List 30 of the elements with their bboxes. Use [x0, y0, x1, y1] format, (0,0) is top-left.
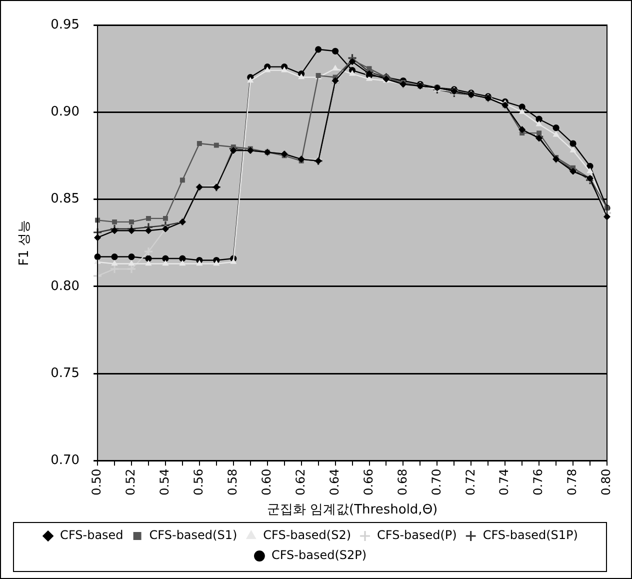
y-tick-label: 0.90: [50, 104, 80, 120]
legend-label: CFS-based(S1P): [482, 528, 578, 542]
y-axis-title: F1 성능: [17, 220, 32, 266]
x-tick-label: 0.70: [429, 468, 444, 496]
x-tick-label: 0.52: [124, 468, 138, 496]
x-axis-title: 군집화 임계값(Threshold,Θ): [266, 502, 438, 518]
x-tick-label: 0.54: [158, 468, 172, 496]
x-tick-label: 0.76: [531, 468, 546, 496]
y-tick-label: 0.75: [50, 366, 80, 381]
x-tick-label: 0.68: [395, 468, 410, 496]
legend-label: CFS-based: [60, 528, 124, 542]
y-tick-label: 0.95: [50, 17, 80, 32]
x-tick-label: 0.56: [192, 468, 206, 496]
x-tick-label: 0.62: [293, 468, 308, 496]
x-tick-label: 0.80: [599, 468, 614, 496]
x-tick-label: 0.74: [497, 468, 512, 496]
legend-label: CFS-based(S1): [149, 528, 238, 542]
y-tick-label: 0.70: [50, 453, 80, 468]
legend-label: CFS-based(S2): [263, 528, 352, 542]
legend-label: CFS-based(P): [377, 528, 457, 542]
x-tick-label: 0.60: [259, 468, 274, 496]
y-tick-label: 0.80: [50, 278, 80, 294]
legend-label: CFS-based(S2P): [271, 548, 367, 562]
x-tick-label: 0.50: [90, 468, 104, 496]
x-tick-label: 0.72: [463, 468, 478, 496]
y-tick-label: 0.85: [50, 192, 80, 207]
x-tick-label: 0.64: [327, 468, 342, 496]
x-tick-label: 0.66: [361, 468, 376, 496]
x-tick-label: 0.78: [565, 468, 580, 496]
x-tick-label: 0.58: [226, 468, 240, 496]
